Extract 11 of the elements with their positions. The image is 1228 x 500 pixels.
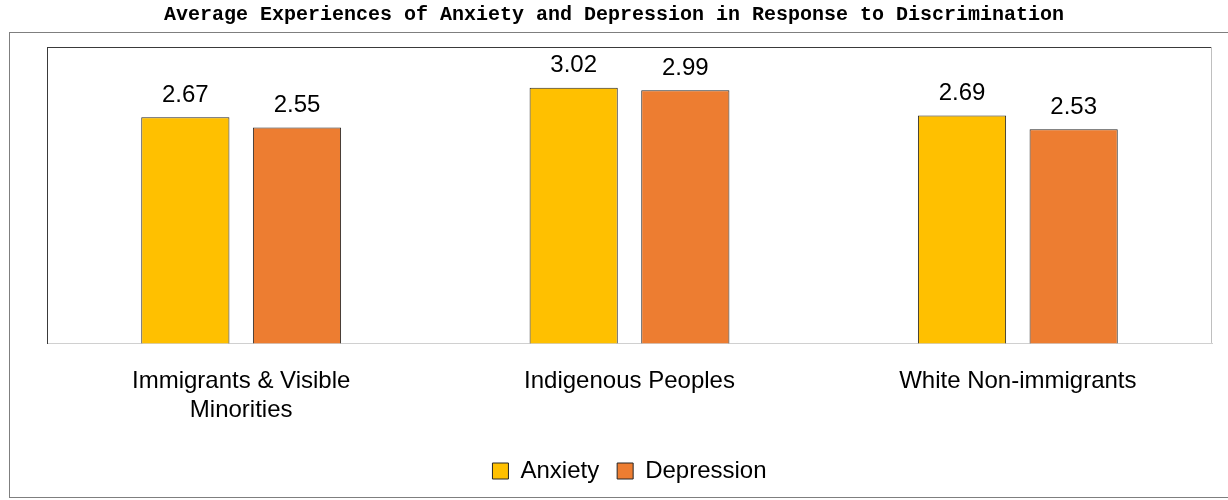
data-label: 2.99: [661, 52, 709, 80]
x-tick-label: Immigrants & Visible Minorities: [132, 366, 351, 423]
data-label: 2.55: [273, 90, 321, 118]
x-tick-label: White Non-immigrants: [899, 366, 1137, 394]
legend-label: Anxiety: [520, 455, 600, 483]
x-tick-label: Indigenous Peoples: [524, 366, 735, 394]
legend-label: Depression: [645, 455, 767, 483]
data-label: 2.53: [1050, 91, 1098, 119]
data-label: 3.02: [550, 50, 598, 78]
data-label: 2.67: [161, 79, 209, 107]
chart-title: Average Experiences of Anxiety and Depression in Response to Discrimination: [162, 2, 1066, 28]
